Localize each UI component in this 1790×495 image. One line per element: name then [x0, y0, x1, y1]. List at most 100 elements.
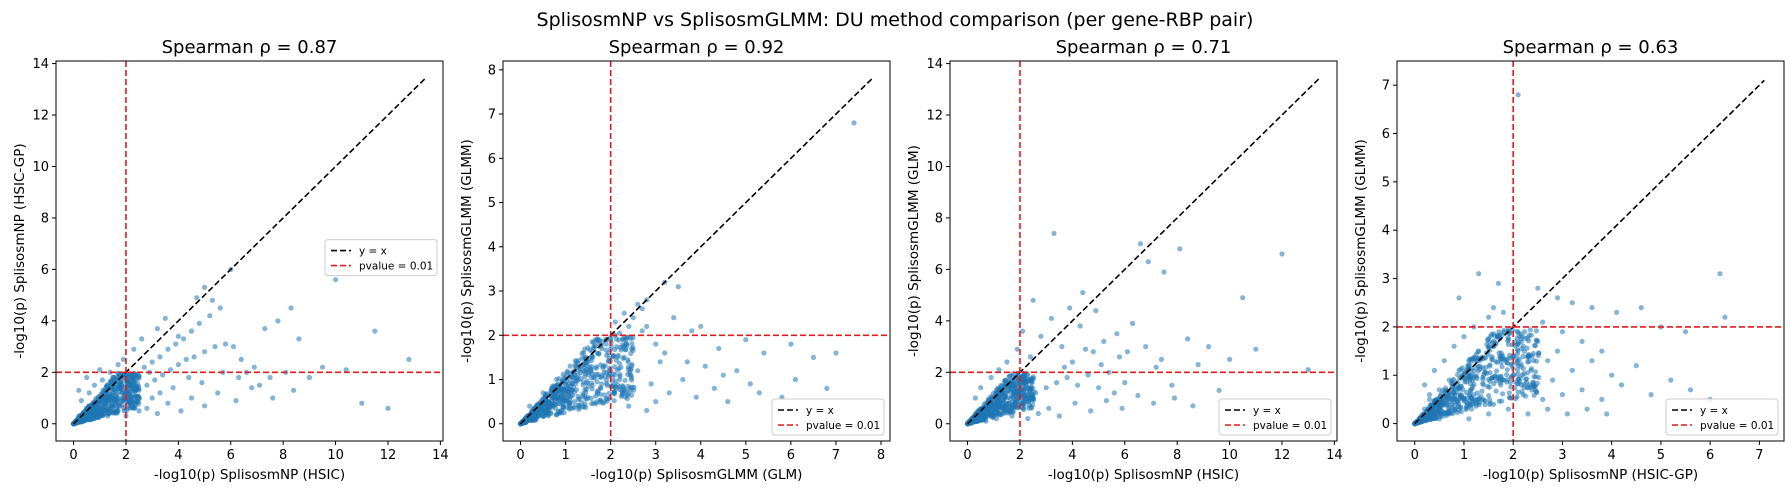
data-point: [610, 354, 616, 360]
data-point: [1096, 385, 1102, 391]
data-point: [988, 395, 995, 401]
data-point: [612, 319, 618, 325]
data-point: [296, 336, 302, 342]
data-point: [1093, 308, 1099, 314]
legend-label-identity: y = x: [1253, 405, 1281, 417]
data-point: [1463, 406, 1469, 412]
data-point: [635, 301, 641, 307]
data-point: [625, 383, 631, 389]
data-point: [1475, 368, 1481, 374]
data-point: [270, 395, 276, 401]
data-point: [238, 356, 244, 362]
legend: y = x pvalue = 0.01: [1665, 398, 1779, 436]
data-point: [1190, 403, 1196, 409]
data-point: [851, 120, 857, 126]
data-point: [588, 395, 594, 401]
data-point: [597, 374, 603, 380]
data-point: [1508, 384, 1514, 390]
data-point: [1531, 392, 1537, 398]
data-point: [1496, 398, 1502, 404]
data-point: [149, 359, 155, 365]
data-point: [566, 406, 573, 412]
data-point: [556, 376, 562, 382]
data-point: [222, 341, 229, 347]
data-point: [1517, 333, 1523, 339]
legend-box: [1665, 398, 1779, 436]
data-point: [199, 380, 205, 386]
data-point: [1006, 409, 1012, 415]
data-point: [1051, 230, 1057, 236]
data-point: [202, 403, 208, 409]
data-point: [1470, 355, 1476, 362]
data-point: [1589, 358, 1595, 364]
data-point: [1491, 338, 1497, 344]
data-point: [627, 372, 633, 378]
data-point: [1511, 372, 1517, 378]
data-point: [1525, 370, 1531, 376]
data-point: [1520, 365, 1526, 372]
data-point: [106, 411, 112, 417]
data-point: [1422, 382, 1428, 388]
data-point: [114, 410, 120, 416]
data-point: [598, 343, 604, 349]
data-point: [1474, 390, 1480, 396]
data-point: [249, 385, 255, 391]
data-point: [1530, 350, 1536, 357]
y-axis-label: -log10(p) SplisosmGLMM (GLM): [906, 145, 922, 357]
data-point: [595, 388, 601, 394]
data-point: [194, 295, 200, 301]
data-point: [102, 399, 108, 405]
axes-frame: [1396, 60, 1785, 442]
data-point: [1504, 372, 1510, 378]
data-point: [1559, 329, 1565, 335]
data-point: [1505, 406, 1511, 412]
data-point: [1599, 348, 1605, 354]
data-point: [547, 410, 553, 416]
data-point: [788, 341, 794, 347]
chart-panel-1: 0 2 4 6 8 10 12 14 0 2 4 6 8 10 12 14 Spearman ρ = 0.87 -…: [12, 37, 449, 483]
data-point: [538, 404, 544, 410]
data-point: [117, 399, 123, 405]
data-point: [560, 386, 566, 392]
data-point: [1554, 295, 1561, 301]
data-point: [107, 380, 114, 387]
legend-label-threshold: pvalue = 0.01: [1253, 420, 1327, 432]
data-point: [1496, 329, 1502, 335]
data-point: [1064, 374, 1070, 381]
data-point: [631, 387, 637, 393]
data-point: [1448, 396, 1454, 402]
data-point: [1038, 333, 1044, 339]
data-point: [698, 323, 704, 329]
data-point: [115, 362, 121, 368]
data-point: [1535, 285, 1541, 291]
data-point: [608, 334, 614, 340]
x-tick-label: 8: [877, 448, 885, 463]
data-point: [131, 346, 137, 352]
panel-title: Spearman ρ = 0.71: [1056, 37, 1232, 58]
data-point: [1137, 241, 1144, 247]
y-tick-label: 6: [935, 263, 943, 278]
data-point: [716, 345, 722, 352]
data-point: [1030, 394, 1036, 400]
figure-suptitle: SplisosmNP vs SplisosmGLMM: DU method co…: [537, 9, 1254, 31]
data-point: [1589, 305, 1595, 311]
data-point: [761, 350, 767, 356]
data-point: [1545, 406, 1551, 412]
data-point: [555, 394, 561, 400]
y-tick-label: 14: [32, 57, 49, 72]
data-point: [1028, 404, 1034, 410]
data-point: [1088, 408, 1094, 414]
data-point: [570, 374, 576, 380]
legend: y = x pvalue = 0.01: [1218, 398, 1332, 436]
data-point: [165, 400, 171, 406]
y-tick-label: 12: [926, 109, 943, 124]
data-point: [1550, 377, 1556, 383]
x-tick-label: 5: [1657, 448, 1665, 463]
data-point: [593, 393, 599, 399]
data-point: [1456, 407, 1462, 413]
data-point: [1451, 384, 1457, 390]
data-point: [582, 374, 588, 380]
data-point: [1059, 344, 1065, 350]
x-tick-label: 12: [380, 448, 397, 463]
data-point: [262, 326, 268, 332]
